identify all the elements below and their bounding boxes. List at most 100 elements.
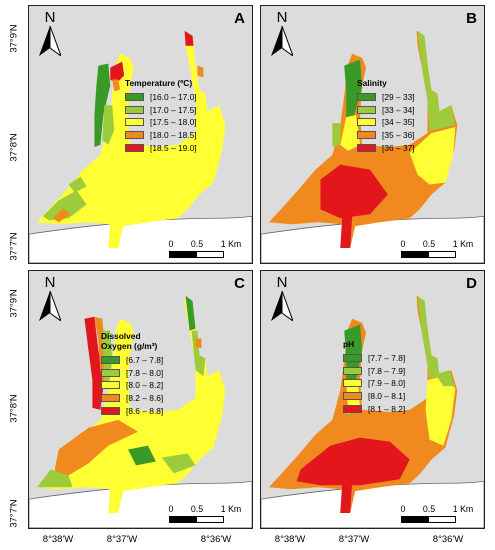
temp-zone-orange-southwest — [52, 208, 71, 223]
north-arrow: N — [269, 275, 295, 321]
legend-item: [6.7 – 7.8] — [126, 355, 164, 366]
legend-swatch — [101, 406, 120, 415]
lat-label: 37°7'N — [8, 232, 20, 261]
ph-zone-yellow-east — [425, 376, 456, 446]
north-arrow-icon — [39, 26, 61, 56]
north-label: N — [44, 274, 56, 291]
scale-bar: 0 0.5 1 Km — [169, 504, 252, 523]
legend-item: [18.5 – 19.0] — [150, 142, 197, 153]
legend-item: [8.1 – 8.2] — [368, 403, 406, 414]
legend-item: [33 – 34] — [382, 104, 415, 115]
north-arrow-icon — [271, 291, 293, 321]
estuary-water — [36, 30, 226, 248]
legend-item: [35 – 36] — [382, 130, 415, 141]
sal-zone-yellow-channel — [340, 115, 361, 151]
temp-zone-light-green-west — [68, 176, 87, 193]
sal-zone-red-south — [320, 164, 388, 219]
do-zone-orange-east — [195, 338, 202, 349]
legend-item: [8.0 – 8.2] — [126, 380, 164, 391]
legend-swatch — [357, 105, 376, 114]
salinity-legend: Salinity [29 – 33] [33 – 34] [34 – 35] [… — [357, 78, 415, 154]
legend-item: [7.8 – 7.9] — [368, 365, 406, 376]
sal-zone-dark-green-head — [344, 59, 363, 118]
legend-swatch — [357, 131, 376, 140]
sal-zone-red-outlet — [340, 216, 353, 248]
legend-item: [7.7 – 7.8] — [368, 353, 406, 364]
temp-zone-red-head — [110, 61, 125, 84]
legend-swatch — [343, 392, 362, 401]
dissolved-oxygen-legend: Dissolved Oxygen (g/m³) [6.7 – 7.8] [7.8 … — [101, 331, 163, 417]
legend-swatch — [357, 143, 376, 152]
scale-bar: 0 0.5 1 Km — [401, 504, 484, 523]
legend-swatch — [101, 356, 120, 365]
map-panel-dissolved-oxygen: N C Dissolved Oxygen (g/m³) [6.7 – 7.8] [… — [28, 270, 253, 529]
north-arrow: N — [269, 10, 295, 56]
legend-swatch — [101, 394, 120, 403]
legend-title: Temperature (ºC) — [125, 78, 193, 88]
temperature-legend: Temperature (ºC) [16.0 – 17.0] [17.0 – 1… — [125, 78, 197, 154]
temp-zone-light-green-north — [102, 105, 115, 145]
lat-label: 37°9'N — [8, 24, 20, 53]
legend-title: Dissolved Oxygen (g/m³) — [101, 331, 158, 351]
map-panel-temperature: N A Temperature (ºC) [16.0 – 17.0] [17.0… — [28, 5, 253, 264]
legend-swatch — [357, 93, 376, 102]
lon-label: 8°37'W — [338, 534, 370, 545]
do-zone-light-green-south — [161, 453, 196, 474]
north-label: N — [276, 274, 288, 291]
ph-zone-light-green-east — [417, 295, 440, 379]
legend-swatch — [125, 105, 144, 114]
legend-item: [34 – 35] — [382, 117, 415, 128]
ph-legend: pH [7.7 – 7.8] [7.8 – 7.9] [7.9 – 8.0] [… — [343, 339, 405, 415]
north-arrow: N — [37, 10, 63, 56]
north-arrow-icon — [39, 291, 61, 321]
panel-label-a: A — [234, 10, 245, 27]
legend-item: [8.6 – 8.8] — [126, 405, 164, 416]
do-zone-dark-green-east — [185, 295, 196, 331]
legend-item: [29 – 33] — [382, 92, 415, 103]
map-panel-ph: N D pH [7.7 – 7.8] [7.8 – 7.9] [7.9 – 8.… — [260, 270, 485, 529]
scale-bar: 0 0.5 1 Km — [401, 239, 484, 258]
ph-zone-red-outlet — [340, 481, 353, 513]
lon-label: 8°36'W — [432, 534, 464, 545]
legend-item: [17.5 – 18.0] — [150, 117, 197, 128]
legend-swatch — [343, 379, 362, 388]
legend-swatch — [125, 131, 144, 140]
do-zone-orange-southwest — [52, 419, 139, 480]
temp-zone-orange-east — [197, 65, 204, 78]
legend-swatch — [343, 366, 362, 375]
ph-zone-dark-green-head — [344, 324, 363, 381]
temp-zone-light-green-southwest — [42, 190, 87, 221]
legend-item: [17.0 – 17.5] — [150, 104, 197, 115]
legend-item: [16.0 – 17.0] — [150, 92, 197, 103]
lat-label: 37°9'N — [8, 289, 20, 318]
ph-map — [261, 295, 484, 528]
legend-swatch — [357, 118, 376, 127]
lat-label: 37°8'N — [8, 133, 20, 162]
do-zone-dark-green-south — [128, 445, 156, 466]
north-arrow: N — [37, 275, 63, 321]
legend-swatch — [125, 143, 144, 152]
panel-label-c: C — [234, 275, 245, 292]
temp-zone-dark-green — [94, 63, 111, 147]
legend-item: [18.0 – 18.5] — [150, 130, 197, 141]
temperature-map — [29, 30, 252, 263]
map-panel-salinity: N B Salinity [29 – 33] [33 – 34] [34 – 3… — [260, 5, 485, 264]
lon-label: 8°36'W — [200, 534, 232, 545]
legend-swatch — [125, 93, 144, 102]
temp-zone-orange-head — [112, 79, 121, 92]
north-label: N — [276, 9, 288, 26]
salinity-map — [261, 30, 484, 263]
legend-swatch — [343, 354, 362, 363]
sal-zone-light-green-east — [417, 30, 456, 132]
lon-label: 8°38'W — [42, 534, 74, 545]
legend-title: Salinity — [357, 78, 387, 88]
legend-title: pH — [343, 339, 355, 349]
ph-zone-red-south — [296, 437, 410, 486]
do-zone-light-green-southwest — [36, 469, 73, 488]
legend-swatch — [101, 368, 120, 377]
legend-item: [7.9 – 8.0] — [368, 378, 406, 389]
north-label: N — [44, 9, 56, 26]
sal-zone-light-green-west — [332, 123, 341, 147]
estuary-water — [268, 30, 458, 248]
legend-swatch — [101, 381, 120, 390]
